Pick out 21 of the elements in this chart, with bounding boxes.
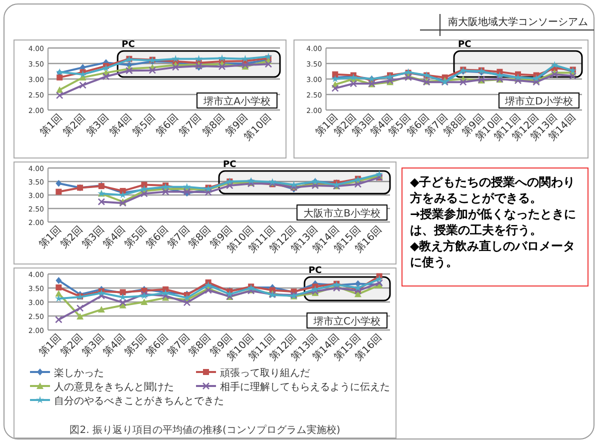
text: →授業参加が低くなったときには、授業の工夫を行う。: [410, 206, 578, 238]
band-label: PC: [122, 40, 136, 50]
legend-label: 自分のやるべきことがきちんとできた: [54, 395, 224, 407]
band-label: PC: [308, 266, 322, 276]
caption: 図2. 振り返り項目の平均値の推移(コンソプログラム実施校): [70, 424, 340, 436]
text: ◆子どもたちの授業への関わり方をみることができる。: [410, 174, 576, 206]
band-outline: PC: [116, 40, 281, 78]
band-outline: PC: [218, 160, 391, 194]
band-outline: PC: [453, 40, 583, 78]
legend-label: 相手に理解してもらえるように伝えた: [220, 381, 390, 393]
text: ◆教え方飲み直しのバロメータに使う。: [410, 238, 576, 270]
annotation: 大阪市立B小学校: [304, 208, 380, 220]
legend-label: 頑張って取り組んだ: [220, 368, 310, 379]
annotation: 堺市立C小学校: [312, 316, 380, 328]
annotation: 堺市立A小学校: [202, 96, 270, 108]
band-label: PC: [223, 160, 237, 170]
text: 南大阪地域大学コンソーシアム: [448, 16, 588, 28]
band-label: PC: [458, 40, 472, 50]
legend-label: 人の意見をきちんと聞けた: [54, 381, 174, 393]
legend-label: 楽しかった: [54, 367, 104, 379]
annotation: 堺市立D小学校: [504, 96, 573, 108]
